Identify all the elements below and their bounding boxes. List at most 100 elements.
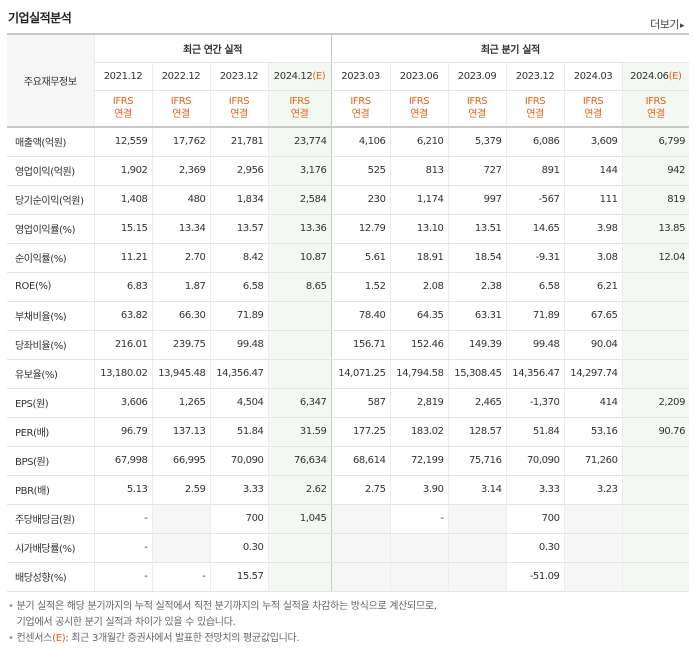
- table-cell: 90.04: [563, 330, 623, 360]
- table-cell: 813: [389, 156, 449, 186]
- period-header: 2023.12: [505, 62, 565, 91]
- ifrs-label: IFRS: [228, 96, 250, 108]
- table-cell: [621, 359, 690, 389]
- table-cell: 5.61: [330, 243, 391, 273]
- ifrs-label: IFRS: [466, 96, 488, 108]
- table-cell: 96.79: [93, 417, 152, 447]
- table-cell: 12,559: [93, 126, 152, 157]
- table-cell: 99.48: [505, 330, 565, 360]
- consolidated-label: 연결: [526, 109, 544, 121]
- period-header: 2023.09: [447, 62, 507, 91]
- ifrs-header: IFRS 연결: [209, 90, 268, 128]
- table-row: 영업이익률(%) 15.15 13.34 13.57 13.36 12.79 13.10 13…: [7, 213, 690, 244]
- table-cell: 14,794.58: [389, 359, 449, 389]
- table-cell: 70,090: [209, 446, 268, 476]
- table-cell: 239.75: [151, 330, 210, 360]
- table-cell: 13.36: [267, 213, 332, 244]
- table-cell: 152.46: [389, 330, 449, 360]
- table-cell: 4,504: [209, 387, 268, 418]
- period-header: 2024.06(E): [621, 62, 690, 91]
- table-cell: 1,174: [389, 185, 449, 215]
- table-row: PBR(배) 5.13 2.59 3.33 2.62 2.75 3.90 3.14 3.33 3.…: [7, 475, 690, 505]
- footnote-1-cont: 기업에서 공시한 분기 실적과 차이가 있을 수 있습니다.: [16, 617, 236, 628]
- table-cell: 1,834: [209, 185, 268, 215]
- ifrs-header: IFRS 연결: [93, 90, 152, 128]
- table-cell: 13.57: [209, 213, 268, 244]
- table-cell: 2,209: [621, 387, 690, 418]
- table-cell: 137.13: [151, 417, 210, 447]
- period-label: 2021.12: [103, 70, 143, 82]
- table-cell: 51.84: [505, 417, 565, 447]
- row-label: 매출액(억원): [7, 126, 94, 157]
- row-label: 부채비율(%): [7, 300, 94, 331]
- row-label: 당좌비율(%): [7, 330, 94, 360]
- table-cell: 6,086: [505, 126, 565, 157]
- table-cell: 17,762: [151, 126, 210, 157]
- table-cell: 727: [447, 156, 507, 186]
- ifrs-header: IFRS 연결: [621, 90, 690, 128]
- table-cell: [151, 503, 210, 534]
- table-cell: 72,199: [389, 446, 449, 476]
- more-label: 더보기: [650, 18, 679, 31]
- table-cell: 891: [505, 156, 565, 186]
- table-cell: 1,902: [93, 156, 152, 186]
- table-cell: 1,045: [267, 503, 332, 534]
- table-cell: 13.85: [621, 213, 690, 244]
- consolidated-label: 연결: [230, 109, 248, 121]
- table-cell: 71.89: [209, 300, 268, 331]
- ifrs-header: IFRS 연결: [151, 90, 210, 128]
- table-cell: [563, 562, 623, 592]
- table-cell: 2,584: [267, 185, 332, 215]
- table-cell: -: [151, 562, 210, 592]
- bullet-icon: •: [8, 601, 17, 612]
- table-cell: [151, 533, 210, 563]
- table-cell: 67.65: [563, 300, 623, 331]
- row-label: 시가배당률(%): [7, 533, 94, 563]
- consolidated-label: 연결: [290, 109, 309, 121]
- table-cell: 6.83: [93, 272, 152, 302]
- table-cell: 525: [330, 156, 391, 186]
- row-label: BPS(원): [7, 446, 94, 476]
- table-cell: [621, 533, 690, 563]
- table-cell: 13.34: [151, 213, 210, 244]
- period-label: 2024.12: [273, 70, 313, 82]
- table-cell: [447, 533, 507, 563]
- table-cell: [621, 300, 690, 331]
- table-row: 순이익률(%) 11.21 2.70 8.42 10.87 5.61 18.91 18.54-…: [7, 243, 690, 273]
- table-cell: 70,090: [505, 446, 565, 476]
- table-cell: 0.30: [209, 533, 268, 563]
- table-row: 당좌비율(%) 216.01 239.75 99.48 156.71 152.46 149.…: [7, 330, 690, 360]
- table-cell: [621, 446, 690, 476]
- chevron-right-icon: ▸: [679, 21, 685, 31]
- table-row: 주당배당금(원) -700 1,045-700: [7, 503, 690, 534]
- table-cell: 5.13: [93, 475, 152, 505]
- table-cell: 2,819: [389, 387, 449, 418]
- consolidated-label: 연결: [584, 109, 602, 121]
- ifrs-label: IFRS: [289, 96, 310, 108]
- table-cell: 700: [505, 503, 565, 534]
- period-label: 2023.12: [219, 70, 259, 82]
- table-cell: 1,408: [93, 185, 152, 215]
- table-cell: 3.14: [447, 475, 507, 505]
- table-cell: 997: [447, 185, 507, 215]
- table-cell: 78.40: [330, 300, 391, 331]
- table-cell: 3.98: [563, 213, 623, 244]
- table-cell: 6.58: [209, 272, 268, 302]
- table-row: 부채비율(%) 63.82 66.30 71.89 78.40 64.35 63.31 71.…: [7, 300, 690, 331]
- table-cell: 3.90: [389, 475, 449, 505]
- table-cell: 66,995: [151, 446, 210, 476]
- table-cell: 66.30: [151, 300, 210, 331]
- period-label: 2022.12: [161, 70, 201, 82]
- table-cell: [330, 533, 391, 563]
- bullet-icon: •: [8, 633, 17, 644]
- table-cell: 4,106: [330, 126, 391, 157]
- table-row: 유보율(%) 13,180.02 13,945.48 14,356.47 14,071.…: [7, 359, 690, 389]
- table-cell: 14,071.25: [330, 359, 391, 389]
- period-label: 2023.09: [457, 70, 497, 82]
- table-row: EPS(원) 3,606 1,265 4,504 6,347 587 2,819 2,465-…: [7, 387, 690, 418]
- row-label: PER(배): [7, 417, 94, 447]
- more-link[interactable]: 더보기▸: [650, 16, 684, 32]
- table-cell: 18.91: [389, 243, 449, 273]
- table-cell: 6,347: [267, 387, 332, 418]
- period-label: 2023.06: [399, 70, 439, 82]
